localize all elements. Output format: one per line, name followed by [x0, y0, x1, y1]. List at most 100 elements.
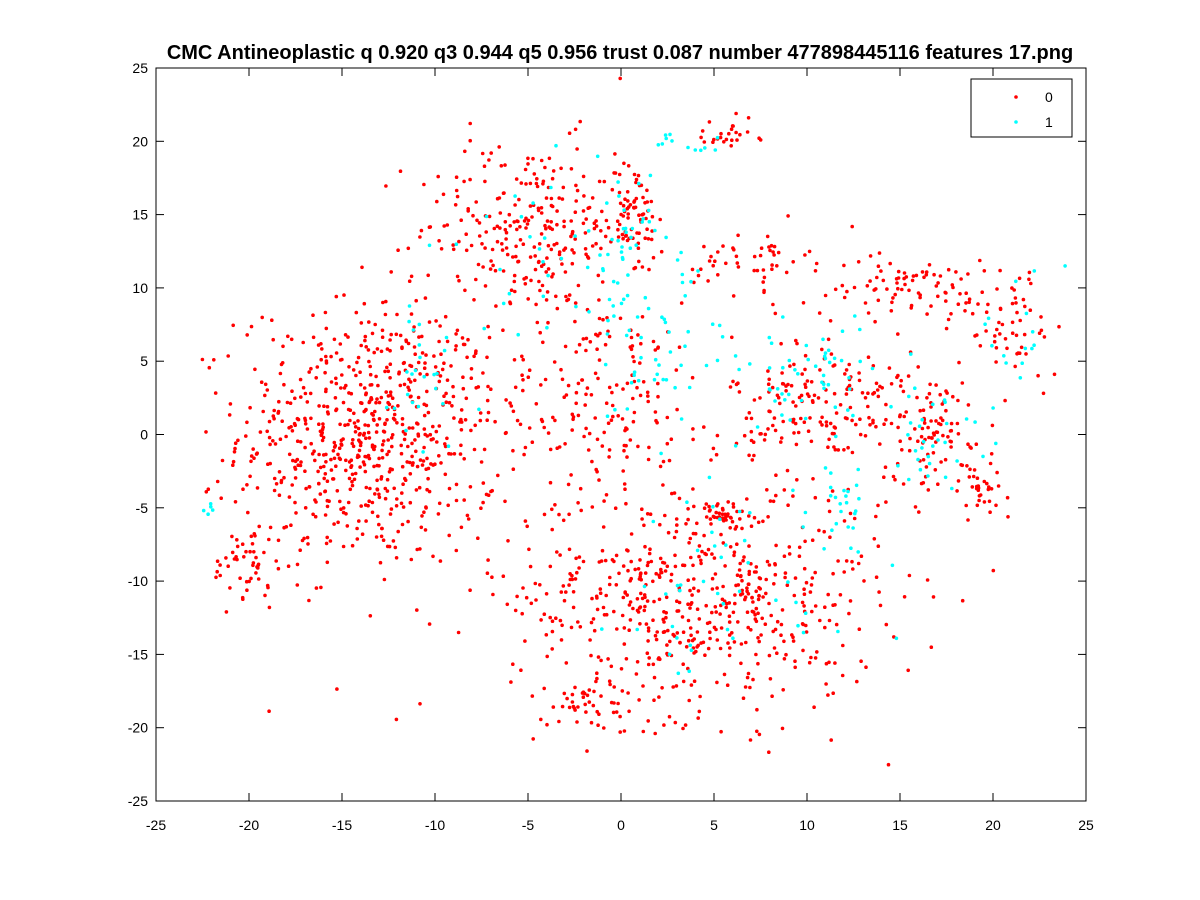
data-point-series-0 [595, 469, 599, 474]
data-point-series-1 [206, 512, 210, 516]
data-point-series-0 [846, 445, 850, 450]
data-point-series-0 [699, 267, 703, 272]
data-point-series-0 [632, 199, 637, 203]
data-point-series-0 [749, 628, 753, 632]
data-point-series-0 [355, 526, 359, 531]
data-point-series-0 [295, 562, 300, 567]
data-point-series-0 [592, 689, 596, 694]
data-point-series-0 [724, 605, 728, 610]
data-point-series-0 [415, 547, 420, 552]
data-point-series-1 [917, 424, 922, 429]
data-point-series-1 [986, 316, 991, 321]
data-point-series-0 [702, 506, 707, 511]
data-point-series-0 [423, 432, 428, 437]
data-point-series-0 [357, 454, 361, 459]
data-point-series-0 [592, 221, 597, 225]
data-point-series-0 [620, 613, 625, 618]
data-point-series-0 [697, 544, 702, 548]
data-point-series-0 [322, 404, 326, 409]
x-tick-label: -10 [425, 817, 445, 833]
data-point-series-0 [995, 327, 999, 332]
data-point-series-1 [844, 500, 849, 505]
data-point-series-0 [331, 449, 336, 453]
data-point-series-1 [944, 421, 949, 426]
data-point-series-0 [314, 376, 319, 380]
data-point-series-0 [469, 367, 474, 371]
data-point-series-0 [490, 488, 495, 493]
data-point-series-1 [675, 258, 680, 262]
data-point-series-0 [298, 377, 303, 382]
data-point-series-0 [418, 458, 423, 462]
data-point-series-0 [792, 431, 796, 435]
data-point-series-0 [857, 371, 861, 375]
data-point-series-0 [233, 500, 238, 504]
data-point-series-0 [1010, 301, 1015, 306]
data-point-series-0 [966, 403, 971, 407]
data-point-series-0 [812, 393, 817, 398]
data-point-series-0 [970, 311, 975, 316]
data-point-series-0 [379, 477, 384, 481]
data-point-series-0 [801, 301, 806, 305]
data-point-series-0 [230, 550, 235, 555]
data-point-series-0 [1010, 331, 1015, 336]
data-point-series-1 [796, 623, 800, 628]
data-point-series-0 [993, 334, 997, 338]
data-point-series-0 [785, 583, 790, 587]
data-point-series-1 [625, 293, 630, 298]
data-point-series-0 [970, 485, 975, 489]
data-point-series-1 [1023, 346, 1028, 351]
data-point-series-0 [752, 515, 757, 520]
data-point-series-0 [447, 400, 452, 405]
data-point-series-1 [820, 380, 824, 385]
data-point-series-0 [643, 604, 647, 609]
data-point-series-0 [728, 385, 733, 389]
data-point-series-0 [854, 422, 858, 427]
data-point-series-0 [446, 503, 451, 508]
data-point-series-0 [640, 517, 644, 521]
data-point-series-0 [667, 458, 672, 463]
data-point-series-0 [842, 263, 846, 268]
data-point-series-0 [779, 341, 783, 346]
data-point-series-0 [661, 459, 666, 464]
data-point-series-0 [680, 615, 685, 619]
data-point-series-0 [508, 401, 512, 405]
data-point-series-0 [332, 440, 337, 445]
data-point-series-0 [891, 296, 895, 300]
data-point-series-0 [405, 460, 410, 464]
data-point-series-0 [768, 677, 773, 681]
data-point-series-0 [464, 248, 469, 253]
data-point-series-1 [657, 363, 661, 367]
data-point-series-0 [614, 710, 619, 714]
data-point-series-0 [462, 498, 467, 502]
data-point-series-0 [597, 358, 602, 362]
data-point-series-0 [891, 474, 896, 479]
data-point-series-0 [596, 273, 601, 278]
data-point-series-0 [754, 619, 759, 624]
data-point-series-0 [400, 346, 404, 351]
data-point-series-0 [989, 452, 994, 456]
data-point-series-0 [612, 685, 616, 689]
legend-marker-1 [1014, 120, 1018, 124]
data-point-series-0 [355, 537, 360, 541]
data-point-series-1 [663, 320, 668, 325]
data-point-series-0 [573, 127, 578, 132]
data-point-series-0 [707, 620, 712, 625]
data-point-series-0 [730, 519, 735, 524]
data-point-series-1 [586, 229, 591, 233]
data-point-series-0 [412, 325, 416, 329]
data-point-series-0 [238, 576, 242, 580]
data-point-series-0 [732, 550, 737, 554]
data-point-series-0 [665, 415, 670, 420]
data-point-series-0 [363, 338, 367, 343]
data-point-series-0 [920, 270, 925, 274]
data-point-series-0 [742, 433, 747, 438]
data-point-series-0 [346, 500, 351, 505]
data-point-series-0 [485, 418, 490, 423]
data-point-series-0 [358, 431, 362, 436]
data-point-series-0 [282, 475, 286, 480]
data-point-series-0 [286, 334, 290, 339]
data-point-series-0 [288, 401, 293, 406]
data-point-series-1 [620, 245, 624, 249]
data-point-series-0 [616, 235, 621, 239]
data-point-series-0 [791, 260, 795, 264]
